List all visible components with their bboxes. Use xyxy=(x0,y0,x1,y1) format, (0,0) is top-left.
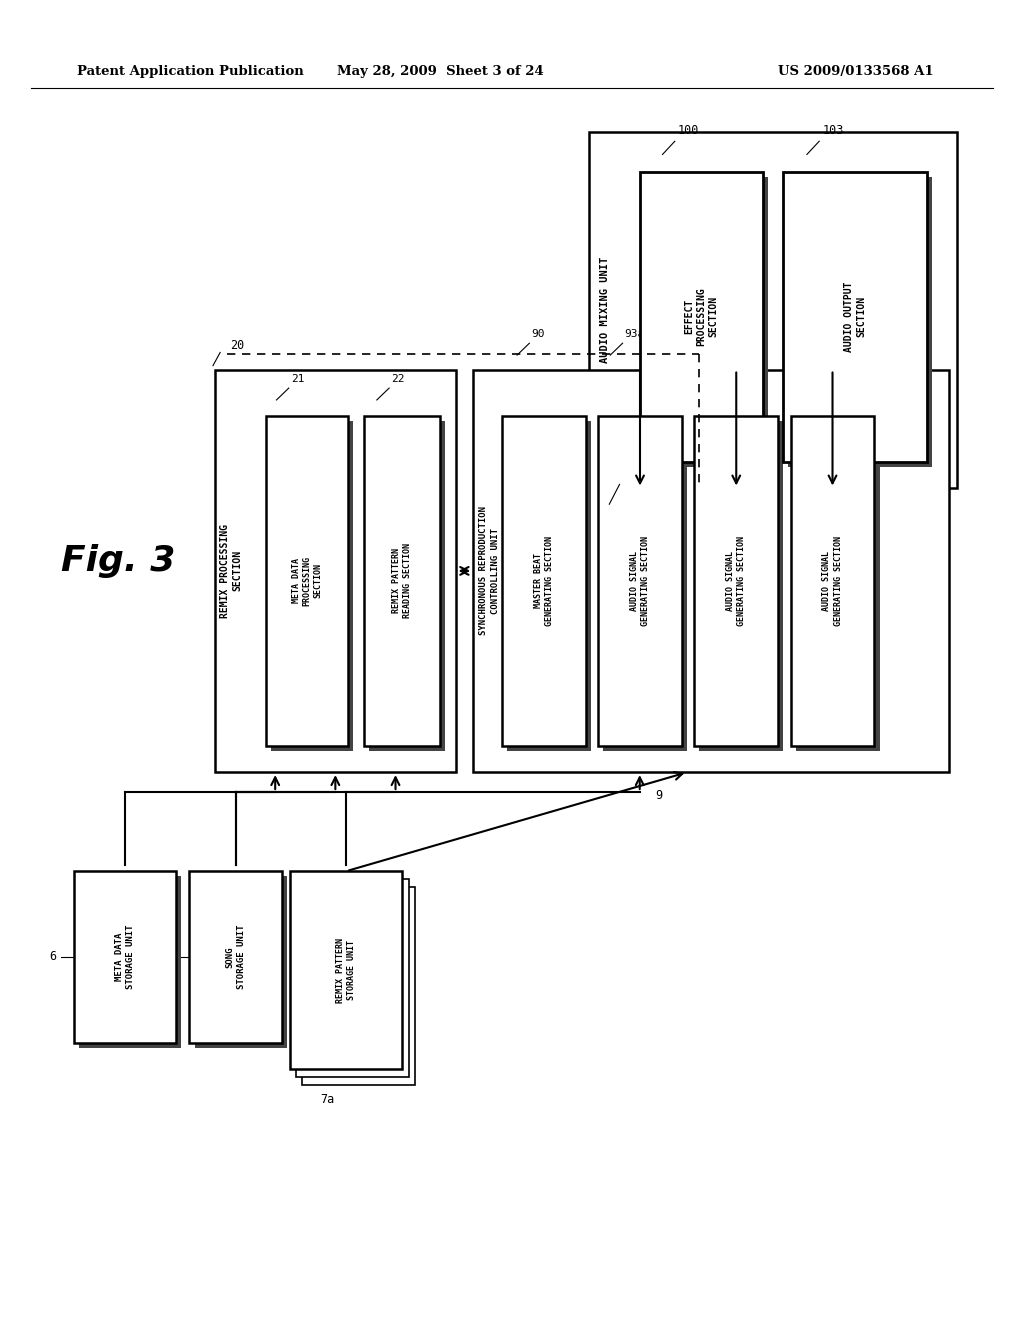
Bar xyxy=(645,177,768,467)
Bar xyxy=(598,416,682,746)
Bar xyxy=(271,421,353,751)
Bar xyxy=(502,416,586,746)
Text: MASTER BEAT
GENERATING SECTION: MASTER BEAT GENERATING SECTION xyxy=(534,536,554,626)
Bar xyxy=(290,871,402,1069)
Text: 90: 90 xyxy=(531,329,545,339)
Text: SONG
STORAGE UNIT: SONG STORAGE UNIT xyxy=(225,925,246,989)
Bar xyxy=(699,421,783,751)
Text: META DATA
PROCESSING
SECTION: META DATA PROCESSING SECTION xyxy=(292,556,323,606)
Bar xyxy=(189,871,282,1043)
Text: 9: 9 xyxy=(655,789,663,803)
Text: 10: 10 xyxy=(635,484,649,498)
Bar xyxy=(266,416,348,746)
Bar xyxy=(74,871,176,1043)
Bar xyxy=(364,416,440,746)
Bar xyxy=(473,370,949,772)
Text: AUDIO SIGNAL
GENERATING SECTION: AUDIO SIGNAL GENERATING SECTION xyxy=(822,536,843,626)
Text: Fig. 3: Fig. 3 xyxy=(60,544,175,578)
Bar xyxy=(589,132,957,488)
Text: 6: 6 xyxy=(49,950,56,964)
Bar xyxy=(791,416,874,746)
Bar xyxy=(783,172,927,462)
Text: 20: 20 xyxy=(230,339,245,352)
Text: US 2009/0133568 A1: US 2009/0133568 A1 xyxy=(778,65,934,78)
Text: EFFECT
PROCESSING
SECTION: EFFECT PROCESSING SECTION xyxy=(684,288,719,346)
Bar xyxy=(788,177,932,467)
Text: 22: 22 xyxy=(391,374,404,384)
Text: SYNCHRONOUS REPRODUCTION
CONTROLLING UNIT: SYNCHRONOUS REPRODUCTION CONTROLLING UNI… xyxy=(479,507,500,635)
Text: AUDIO SIGNAL
GENERATING SECTION: AUDIO SIGNAL GENERATING SECTION xyxy=(726,536,746,626)
Text: 103: 103 xyxy=(822,124,844,137)
Text: REMIX PROCESSING
SECTION: REMIX PROCESSING SECTION xyxy=(220,524,243,618)
Bar xyxy=(640,172,763,462)
Text: 93b: 93b xyxy=(721,329,741,339)
Bar xyxy=(603,421,687,751)
Text: 5: 5 xyxy=(165,950,172,964)
Text: AUDIO OUTPUT
SECTION: AUDIO OUTPUT SECTION xyxy=(844,281,866,352)
Text: 100: 100 xyxy=(678,124,699,137)
Text: REMIX PATTERN
STORAGE UNIT: REMIX PATTERN STORAGE UNIT xyxy=(337,937,355,1003)
Bar xyxy=(195,876,287,1048)
Text: 93a: 93a xyxy=(625,329,645,339)
Bar xyxy=(796,421,880,751)
Bar xyxy=(369,421,445,751)
Text: 7: 7 xyxy=(399,986,407,999)
Bar xyxy=(694,416,778,746)
Bar xyxy=(296,879,409,1077)
Text: AUDIO SIGNAL
GENERATING SECTION: AUDIO SIGNAL GENERATING SECTION xyxy=(630,536,650,626)
Text: 93c: 93c xyxy=(819,329,840,339)
Text: META DATA
STORAGE UNIT: META DATA STORAGE UNIT xyxy=(115,925,135,989)
Bar xyxy=(507,421,591,751)
Bar xyxy=(302,887,415,1085)
Text: 7a: 7a xyxy=(321,1093,335,1106)
Text: REMIX PATTERN
READING SECTION: REMIX PATTERN READING SECTION xyxy=(392,544,412,618)
Bar xyxy=(79,876,181,1048)
Text: AUDIO MIXING UNIT: AUDIO MIXING UNIT xyxy=(600,257,610,363)
Text: May 28, 2009  Sheet 3 of 24: May 28, 2009 Sheet 3 of 24 xyxy=(337,65,544,78)
Text: 21: 21 xyxy=(291,374,304,384)
Text: Patent Application Publication: Patent Application Publication xyxy=(77,65,303,78)
Bar xyxy=(215,370,456,772)
